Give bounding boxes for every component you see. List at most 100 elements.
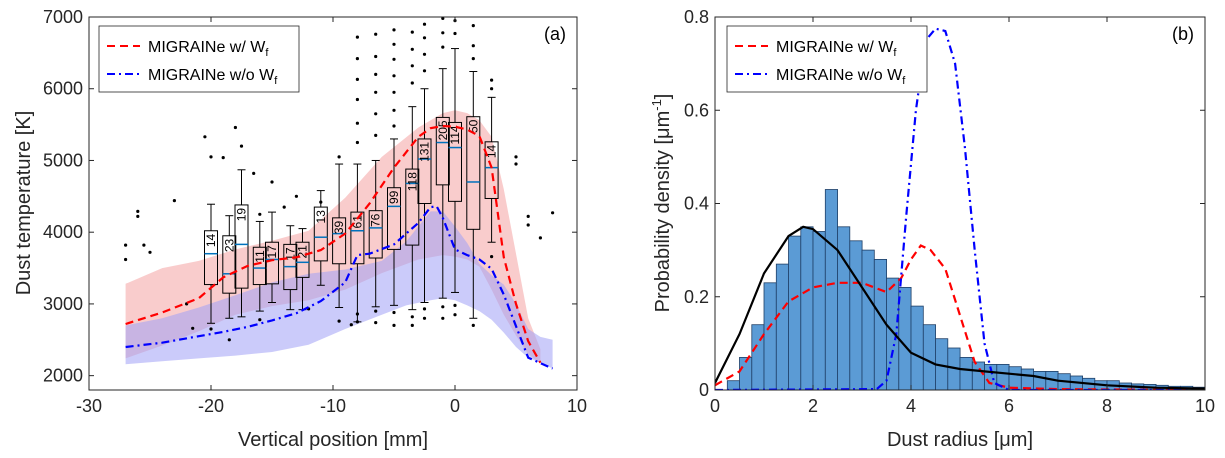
- chart-a-xtick-4: 10: [567, 396, 587, 416]
- chart-a-box-7-body: [313, 206, 328, 262]
- chart-b-bar-21: [971, 361, 985, 390]
- chart-a-legend: MIGRAINe w/ Wf MIGRAINe w/o Wf: [98, 25, 300, 93]
- chart-a-outlier-84: [538, 236, 543, 240]
- chart-a-outlier-5: [148, 250, 152, 254]
- chart-a-box-8-count: 39: [332, 220, 346, 234]
- chart-a-outlier-10: [209, 155, 213, 159]
- chart-a-outlier-4: [142, 243, 146, 247]
- chart-a-outlier-37: [374, 72, 378, 76]
- chart-a-outlier-56: [410, 315, 414, 319]
- chart-b-legend-entry-1: MIGRAINe w/o Wf: [776, 67, 906, 87]
- chart-b-bar-25: [1020, 368, 1034, 390]
- chart-a-ytick-1: 3000: [43, 294, 83, 314]
- chart-b-bar-6: [788, 235, 802, 390]
- chart-a-outlier-64: [441, 17, 445, 20]
- chart-b-bar-26: [1033, 370, 1047, 390]
- chart-a-outlier-68: [441, 316, 445, 320]
- chart-a-outlier-81: [514, 155, 518, 159]
- chart-a-outlier-49: [392, 124, 396, 128]
- chart-a-outlier-40: [374, 133, 378, 137]
- chart-a-outlier-71: [453, 303, 457, 307]
- chart-a-series-0-line: [125, 124, 542, 364]
- chart-a-outlier-15: [239, 144, 244, 148]
- chart-a-outlier-52: [410, 30, 414, 34]
- chart-a-box-13-count: 131: [418, 142, 432, 162]
- chart-b-bar-3: [751, 324, 765, 390]
- chart-a-outlier-8: [191, 326, 195, 330]
- chart-a-outlier-61: [422, 69, 427, 73]
- chart-a-xlabel: Vertical position [mm]: [238, 429, 428, 451]
- chart-b-xlabel-mu: μ: [999, 429, 1011, 451]
- chart-b-ylabel-unit: m: [652, 111, 674, 128]
- chart-a-box-14: 205: [435, 68, 450, 299]
- chart-a-outlier-21: [294, 194, 298, 198]
- chart-a-outlier-42: [374, 321, 378, 325]
- chart-b-bar-1: [726, 380, 740, 390]
- chart-a-outlier-28: [355, 57, 359, 61]
- chart-a-legend-entry-1-name: MIGRAINe w/o W: [148, 67, 275, 84]
- chart-b-ylabel-main: Probability density [: [652, 139, 674, 313]
- chart-a-box-0-body: [204, 230, 218, 286]
- chart-b-legend-entry-1-sub: f: [902, 75, 906, 87]
- chart-a-box-13-body: [417, 138, 432, 204]
- chart-b-xtick-0: 0: [710, 396, 720, 416]
- chart-a-outlier-48: [392, 108, 396, 112]
- chart-a-box-4-body: [265, 241, 279, 285]
- chart-a-outlier-6: [172, 199, 176, 203]
- chart-a-box-0: 14: [204, 203, 218, 324]
- chart-a-outlier-46: [392, 74, 396, 78]
- chart-b-bar-17: [922, 324, 936, 390]
- chart-a-outlier-0: [124, 243, 128, 247]
- chart-a-outlier-58: [422, 22, 427, 26]
- chart-a-box-3: 11: [253, 220, 267, 312]
- chart-b-ylabel-close: ]: [652, 94, 674, 100]
- chart-b-xtick-2: 4: [906, 396, 916, 416]
- chart-a-box-11: 99: [387, 138, 401, 306]
- chart-a-outlier-54: [410, 64, 414, 68]
- chart-a-box-16-body: [466, 116, 481, 230]
- chart-a-box-15-body: [448, 121, 462, 202]
- chart-a-legend-entry-0-name: MIGRAINe w/ W: [148, 39, 266, 56]
- chart-a-outlier-39: [374, 112, 378, 116]
- chart-a-box-6-body: [295, 241, 310, 278]
- chart-b-series-0-line: [715, 244, 1205, 390]
- chart-a-outlier-14: [233, 125, 237, 130]
- chart-a-xtick-2: -10: [320, 396, 346, 416]
- chart-b-bar-20: [959, 356, 973, 390]
- chart-a-box-9-count: 61: [350, 215, 364, 229]
- chart-a-outlier-35: [374, 32, 378, 36]
- chart-a-outlier-50: [392, 310, 396, 315]
- chart-a-box-15: 114: [448, 48, 462, 293]
- chart-a-xtick-0: -30: [76, 396, 102, 416]
- chart-b-legend-box: [726, 25, 928, 93]
- chart-b-xtick-5: 10: [1195, 396, 1215, 416]
- chart-a-outlier-31: [355, 121, 359, 125]
- chart-a-outlier-82: [526, 214, 530, 218]
- chart-b-xlabel-unit: m]: [1011, 429, 1033, 451]
- chart-a-outlier-85: [551, 211, 555, 215]
- chart-a-ytick-3: 5000: [43, 150, 83, 170]
- chart-a-box-7: 13: [313, 190, 328, 286]
- chart-b-bar-4: [763, 282, 777, 390]
- chart-b-bar-15: [898, 286, 912, 390]
- chart-a-box-16-count: 50: [466, 119, 480, 133]
- chart-a-outlier-72: [453, 313, 457, 317]
- chart-a-outlier-43: [392, 28, 396, 32]
- chart-a-ytick-0: 2000: [43, 366, 83, 386]
- chart-a-box-2: 19: [234, 169, 249, 318]
- chart-a-outlier-9: [203, 135, 207, 139]
- chart-a-outlier-16: [252, 171, 256, 175]
- chart-a-outlier-44: [392, 42, 396, 46]
- chart-b-bar-12: [861, 249, 875, 390]
- chart-a-outlier-20: [282, 205, 286, 209]
- chart-b-ytick-4: 0.8: [684, 7, 709, 27]
- chart-a-outlier-38: [374, 90, 378, 94]
- chart-a-box-2-body: [234, 204, 249, 289]
- chart-b-ytick-2: 0.4: [684, 194, 709, 214]
- chart-a-legend-entry-0-sub: f: [265, 47, 269, 59]
- chart-b-ylabel-exp: -1: [649, 99, 664, 111]
- chart-a-outlier-65: [441, 31, 445, 35]
